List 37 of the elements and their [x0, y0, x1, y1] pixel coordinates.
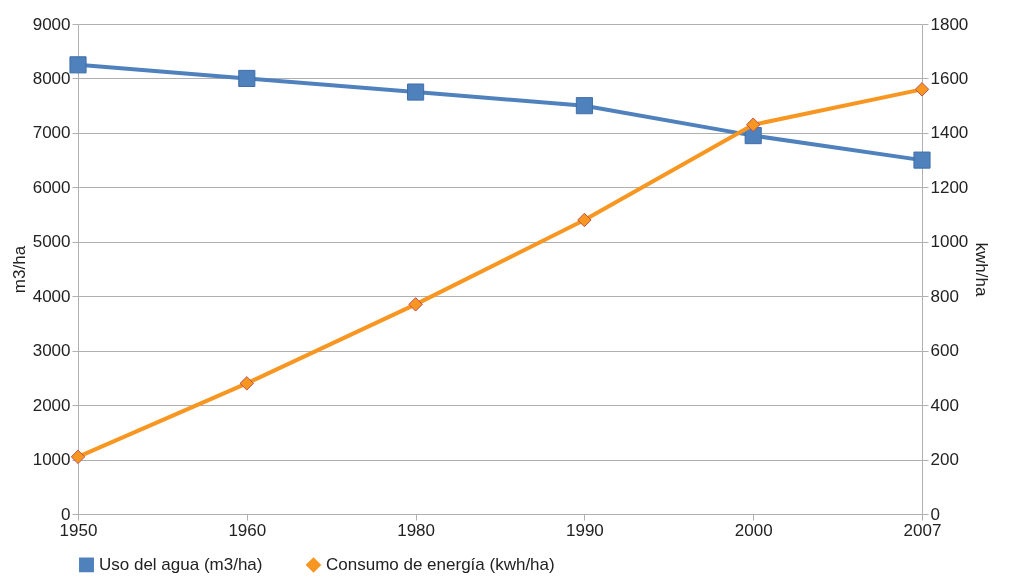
- y2-tick-label: 600: [930, 341, 959, 361]
- y-tick-label: 2000: [32, 395, 71, 415]
- x-tick-label: 2000: [734, 520, 773, 540]
- legend-label: Uso del agua (m3/ha): [99, 554, 263, 574]
- y-tick-label: 5000: [32, 232, 71, 252]
- point: [238, 69, 256, 88]
- point: [407, 83, 425, 101]
- y2-tick-label: 200: [930, 450, 959, 470]
- y-tick-label: 6000: [32, 177, 71, 197]
- y2-tick-label: 800: [930, 286, 959, 306]
- x-tick-label: 1960: [228, 520, 267, 540]
- point: [577, 212, 592, 228]
- point: [408, 297, 423, 312]
- y-tick-label: 7000: [32, 123, 71, 143]
- y-tick-label: 9000: [32, 14, 71, 34]
- point: [69, 56, 87, 74]
- y2-axis-title: kwh/ha: [972, 242, 992, 297]
- x-tick-label: 1980: [397, 520, 436, 540]
- point: [745, 117, 761, 132]
- y-tick-label: 4000: [32, 286, 71, 306]
- y2-tick-label: 1000: [930, 232, 969, 252]
- y2-tick-label: 400: [930, 395, 959, 415]
- y-tick-label: 3000: [32, 341, 71, 361]
- point: [70, 449, 86, 465]
- y-axis-title: m3/ha: [9, 245, 29, 294]
- y2-tick-label: 1200: [930, 177, 969, 197]
- point: [239, 376, 255, 391]
- y2-tick-label: 1400: [930, 123, 969, 143]
- point: [575, 97, 593, 115]
- y-tick-label: 1000: [32, 450, 71, 470]
- y2-tick-label: 1600: [930, 68, 969, 88]
- legend-label: Consumo de energía (kwh/ha): [326, 554, 555, 574]
- x-tick-label: 1990: [565, 520, 604, 540]
- y-tick-label: 8000: [32, 68, 71, 88]
- point: [914, 82, 930, 97]
- y2-tick-label: 1800: [930, 14, 969, 34]
- point: [913, 151, 931, 169]
